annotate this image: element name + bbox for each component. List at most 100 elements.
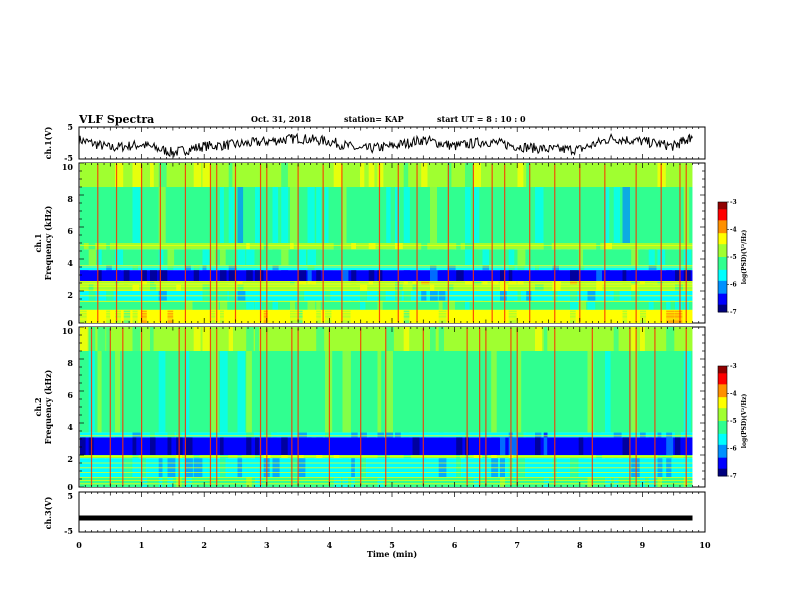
spectro-texture xyxy=(298,432,307,438)
spectro-texture xyxy=(508,477,517,487)
colorbar-segment xyxy=(718,279,727,282)
spectro-texture xyxy=(88,243,96,250)
ch2-colorbar-label: log(PSD)(V2/Hz) xyxy=(740,394,748,449)
spectro-texture xyxy=(456,270,464,282)
spectro-texture xyxy=(386,187,391,243)
colorbar-segment xyxy=(718,203,727,207)
spectro-texture xyxy=(115,270,122,282)
spectro-texture xyxy=(622,284,630,291)
spectro-texture xyxy=(622,270,627,282)
spectro-texture xyxy=(193,265,200,271)
spectro-texture xyxy=(351,300,359,311)
spectro-texture xyxy=(307,284,312,291)
colorbar-tick-label: -7 xyxy=(730,473,737,480)
spectro-texture xyxy=(570,243,576,250)
spectro-texture xyxy=(403,281,408,285)
colorbar-tick-label: -4 xyxy=(730,227,737,234)
spectro-texture xyxy=(500,284,508,291)
colorbar-segment xyxy=(718,378,727,382)
spectro-texture xyxy=(403,163,409,187)
spectro-texture xyxy=(298,270,307,282)
ch1-freq-tick-8: 8 xyxy=(67,194,73,204)
spectro-texture xyxy=(351,477,355,487)
colorbar-tick-label: -6 xyxy=(730,282,737,289)
colorbar-segment xyxy=(718,286,727,289)
spectro-texture xyxy=(447,477,455,487)
spectro-texture xyxy=(403,327,410,351)
spectro-texture xyxy=(500,477,505,487)
spectro-texture xyxy=(473,351,478,433)
spectro-texture xyxy=(657,432,662,438)
colorbar-segment xyxy=(718,238,727,241)
spectro-texture xyxy=(80,163,84,187)
spectro-texture xyxy=(255,270,264,282)
spectro-band xyxy=(80,249,693,266)
colorbar-segment xyxy=(718,437,727,440)
spectro-texture xyxy=(517,351,522,433)
spectro-texture xyxy=(80,243,84,250)
spectro-texture xyxy=(578,284,586,291)
ch2-spectro-ylabel-freq: Frequency (kHz) xyxy=(43,369,53,444)
spectro-texture xyxy=(237,351,246,433)
spectro-texture xyxy=(570,187,576,243)
spectro-texture xyxy=(587,163,594,187)
colorbar-segment xyxy=(718,454,727,457)
spectro-texture xyxy=(307,281,316,285)
colorbar-segment xyxy=(718,382,727,385)
spectro-texture xyxy=(622,187,630,243)
time-tick-label: 4 xyxy=(327,540,333,550)
spectro-texture xyxy=(237,284,244,291)
spectro-texture xyxy=(342,310,351,323)
spectro-texture xyxy=(535,163,540,187)
spectro-texture xyxy=(587,281,597,285)
spectro-texture xyxy=(412,284,417,291)
spectro-texture xyxy=(316,243,321,250)
spectro-texture xyxy=(438,281,445,285)
spectro-texture xyxy=(368,351,373,433)
colorbar-segment xyxy=(718,433,727,437)
spectro-texture xyxy=(211,300,219,311)
spectro-texture xyxy=(316,187,322,243)
spectro-texture xyxy=(500,270,505,282)
ch2-colorbar: -3 -4 -5 -6 -7 xyxy=(717,363,737,480)
spectro-texture xyxy=(80,437,86,455)
spectro-texture xyxy=(613,477,619,487)
spectro-texture xyxy=(88,284,94,291)
spectro-band xyxy=(80,265,693,271)
spectro-texture xyxy=(176,310,185,323)
spectro-texture xyxy=(465,249,472,266)
spectro-texture xyxy=(508,270,513,282)
ch1-colorbar-label: log(PSD)(V2/Hz) xyxy=(740,230,748,285)
spectro-texture xyxy=(307,270,312,282)
spectro-texture xyxy=(360,300,366,311)
spectro-texture xyxy=(106,351,113,433)
spectro-texture xyxy=(438,300,443,311)
colorbar-segment xyxy=(718,386,727,389)
spectro-texture xyxy=(465,187,471,243)
colorbar-segment xyxy=(718,236,727,240)
spectro-texture xyxy=(517,477,526,487)
spectro-texture xyxy=(570,270,579,282)
spectro-texture xyxy=(587,477,593,487)
spectro-texture xyxy=(141,310,147,323)
spectro-texture xyxy=(543,243,552,250)
spectro-texture xyxy=(631,351,638,433)
spectro-no-data xyxy=(692,327,705,487)
colorbar-segment xyxy=(718,373,727,376)
spectro-texture xyxy=(412,477,421,487)
spectro-texture xyxy=(106,243,110,250)
colorbar-segment xyxy=(718,247,727,251)
spectro-no-data xyxy=(692,163,705,323)
spectro-texture xyxy=(491,477,500,487)
spectro-texture xyxy=(88,249,96,266)
spectro-texture xyxy=(596,249,600,266)
spectro-texture xyxy=(132,432,141,438)
colorbar-segment xyxy=(718,297,727,300)
spectro-texture xyxy=(403,310,410,323)
spectro-texture xyxy=(97,249,102,266)
spectro-texture xyxy=(132,327,141,351)
spectro-texture xyxy=(578,265,585,271)
spectro-texture xyxy=(683,310,693,323)
spectro-texture xyxy=(500,281,506,285)
spectro-texture xyxy=(220,284,229,291)
